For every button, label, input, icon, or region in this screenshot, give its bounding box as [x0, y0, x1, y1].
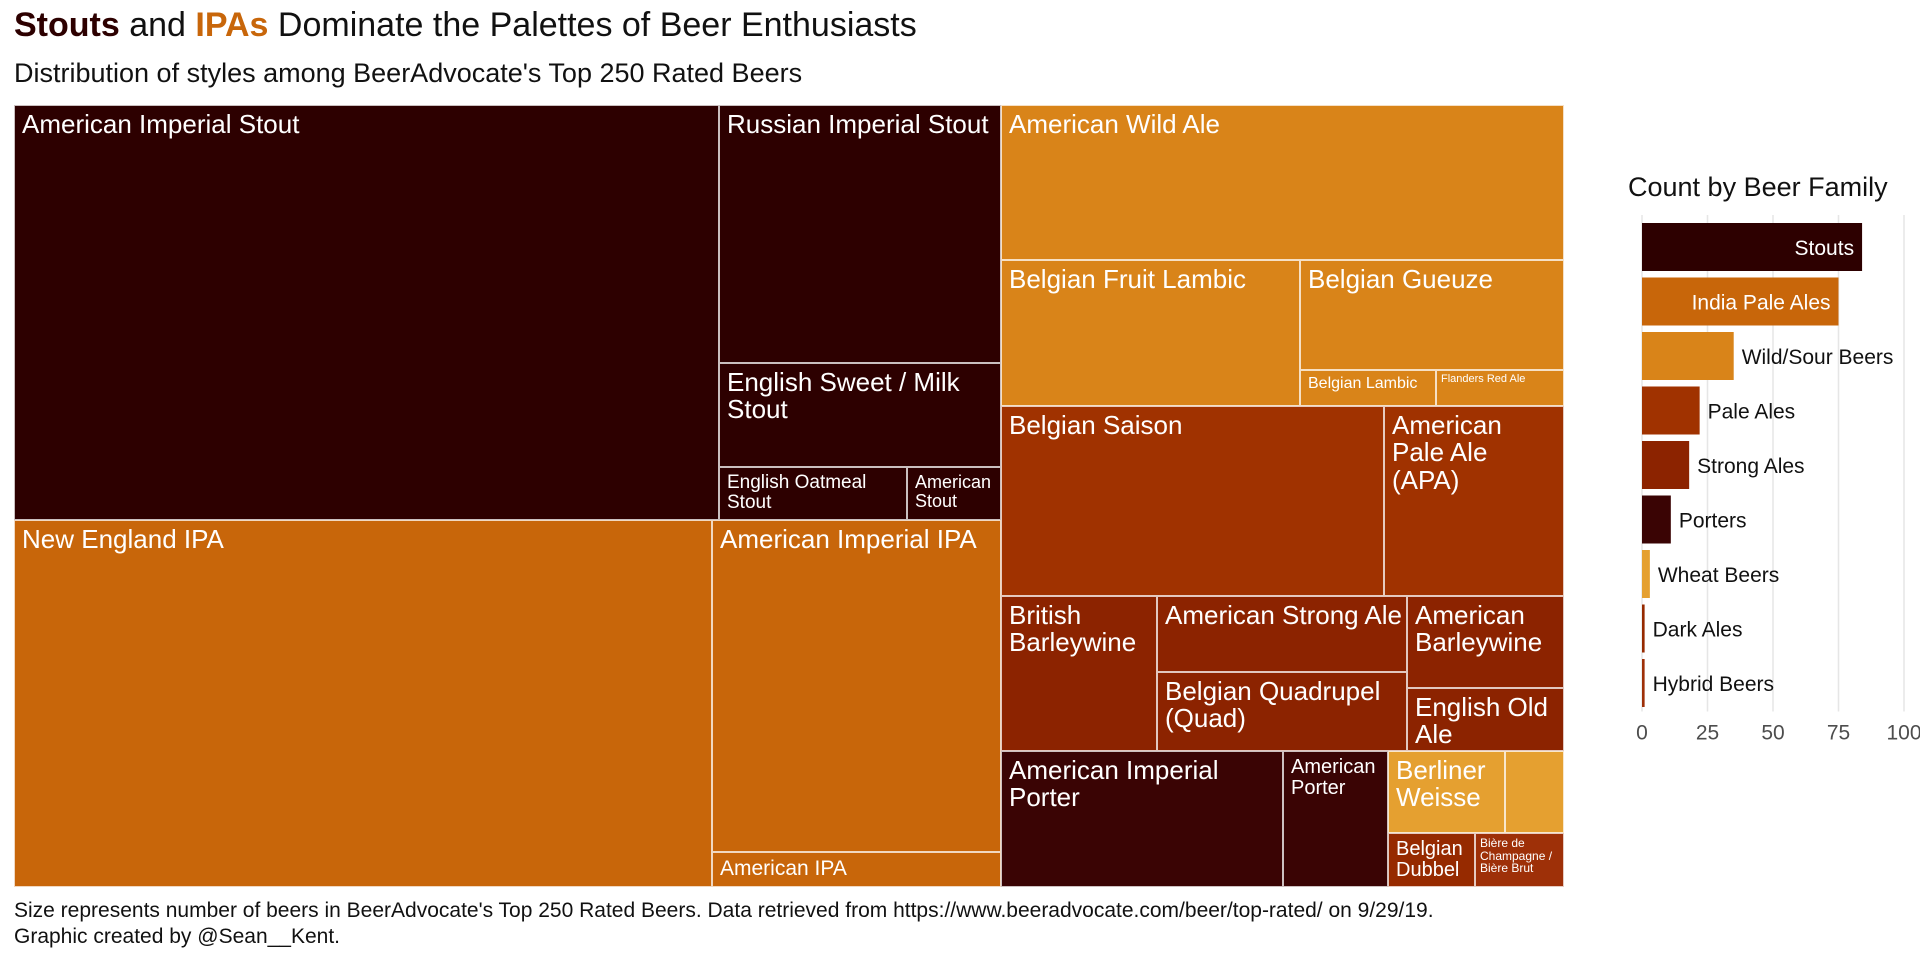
treemap-label: English Oatmeal Stout: [727, 472, 867, 513]
treemap-label: English Sweet / Milk Stout: [727, 367, 960, 425]
treemap-label: American IPA: [720, 857, 847, 880]
chart-title: Stouts and IPAs Dominate the Palettes of…: [14, 6, 917, 45]
treemap-label: Belgian Gueuze: [1308, 264, 1494, 294]
treemap-label: American Strong Ale: [1165, 600, 1403, 630]
bar-label: Stouts: [1795, 237, 1855, 260]
treemap-label: New England IPA: [22, 524, 224, 554]
treemap-label: Belgian Saison: [1009, 410, 1183, 440]
treemap-tile-american-pale-ale-apa: American Pale Ale (APA): [1384, 406, 1564, 596]
title-rest: Dominate the Palettes of Beer Enthusiast…: [268, 6, 917, 44]
treemap-label: American Wild Ale: [1009, 109, 1220, 139]
x-tick-label: 100: [1886, 722, 1920, 745]
treemap-label: Belgian Fruit Lambic: [1009, 264, 1246, 294]
bar-wheat-beers: [1642, 550, 1650, 598]
bar-label: India Pale Ales: [1692, 292, 1831, 315]
treemap: American Imperial Stout Russian Imperial …: [14, 105, 1564, 887]
treemap-tile-american-imperial-stout: American Imperial Stout: [14, 105, 719, 520]
title-stouts: Stouts: [14, 6, 120, 44]
bar-dark-ales: [1642, 604, 1645, 653]
title-ipas: IPAs: [195, 6, 269, 44]
treemap-label: Bière de Champagne / Bière Brut: [1480, 836, 1553, 876]
treemap-tile-belgian-lambic: Belgian Lambic: [1300, 370, 1436, 406]
treemap-tile-american-imperial-porter: American Imperial Porter: [1001, 751, 1283, 887]
bar-india-pale-ales: [1642, 277, 1839, 326]
treemap-tile-american-strong-ale: American Strong Ale: [1157, 596, 1407, 672]
treemap-tile-belgian-dubbel: Belgian Dubbel: [1388, 833, 1475, 887]
treemap-tile-russian-imperial-stout: Russian Imperial Stout: [719, 105, 1001, 363]
bar-stouts: [1642, 223, 1863, 271]
x-tick-label: 50: [1761, 722, 1784, 745]
treemap-label: American Imperial IPA: [720, 524, 977, 554]
treemap-tile-american-stout: American Stout: [907, 467, 1001, 520]
bar-label: Porters: [1679, 510, 1747, 533]
treemap-tile-american-imperial-ipa: American Imperial IPA: [712, 520, 1001, 852]
treemap-tile-belgian-fruit-lambic: Belgian Fruit Lambic: [1001, 260, 1300, 406]
bar-strong-ales: [1642, 441, 1690, 489]
caption-line-1: Size represents number of beers in BeerA…: [14, 899, 1434, 922]
treemap-tile-english-old-ale: English Old Ale: [1407, 688, 1564, 751]
treemap-label: Flanders Red Ale: [1441, 373, 1526, 385]
bar-label: Pale Ales: [1708, 401, 1796, 424]
treemap-label: English Old Ale: [1415, 692, 1548, 750]
caption: Size represents number of beers in BeerA…: [14, 898, 1434, 949]
caption-line-2: Graphic created by @Sean__Kent.: [14, 924, 341, 948]
chart-subtitle: Distribution of styles among BeerAdvocat…: [14, 58, 803, 88]
title-and: and: [119, 6, 196, 44]
bar-label: Strong Ales: [1697, 455, 1804, 478]
bar-wild-sour-beers: [1642, 332, 1734, 380]
bar-porters: [1642, 495, 1671, 544]
treemap-label: Berliner Weisse: [1396, 755, 1486, 813]
bar-label: Hybrid Beers: [1653, 673, 1774, 696]
treemap-label: Belgian Dubbel: [1396, 838, 1463, 881]
bar-hybrid-beers: [1642, 659, 1645, 707]
treemap-tile-american-barleywine: American Barleywine: [1407, 596, 1564, 688]
x-tick-label: 75: [1827, 722, 1850, 745]
treemap-label: Russian Imperial Stout: [727, 109, 989, 139]
bar-label: Wild/Sour Beers: [1742, 346, 1894, 369]
treemap-label: American Imperial Stout: [22, 109, 300, 139]
treemap-tile-flanders-red-ale: Flanders Red Ale: [1436, 370, 1564, 406]
treemap-label: British Barleywine: [1009, 600, 1137, 658]
treemap-tile-american-ipa: American IPA: [712, 852, 1001, 887]
treemap-tile-bi-re-de-champagne-bi-re-brut: Bière de Champagne / Bière Brut: [1475, 833, 1564, 887]
treemap-tile-wheat-beers-other: [1505, 751, 1564, 833]
bar-label: Dark Ales: [1653, 619, 1743, 642]
treemap-tile-british-barleywine: British Barleywine: [1001, 596, 1157, 751]
treemap-tile-belgian-saison: Belgian Saison: [1001, 406, 1384, 596]
treemap-tile-berliner-weisse: Berliner Weisse: [1388, 751, 1505, 833]
treemap-label: Belgian Quadrupel (Quad): [1165, 676, 1381, 734]
x-tick-label: 0: [1636, 722, 1648, 745]
treemap-label: American Barleywine: [1415, 600, 1543, 658]
treemap-tile-belgian-gueuze: Belgian Gueuze: [1300, 260, 1564, 370]
treemap-tile-english-sweet-milk-stout: English Sweet / Milk Stout: [719, 363, 1001, 467]
x-tick-label: 25: [1696, 722, 1719, 745]
treemap-tile-american-porter: American Porter: [1283, 751, 1388, 887]
treemap-tile-belgian-quadrupel-quad: Belgian Quadrupel (Quad): [1157, 672, 1407, 751]
treemap-label: American Porter: [1291, 756, 1376, 799]
treemap-label: American Stout: [915, 472, 992, 511]
family-bar-chart: Stouts India Pale Ales Wild/Sour Beers Pale…: [1636, 215, 1920, 745]
treemap-tile-new-england-ipa: New England IPA: [14, 520, 712, 887]
bar-label: Wheat Beers: [1658, 564, 1779, 587]
bar-pale-ales: [1642, 386, 1700, 435]
bar-chart-title: Count by Beer Family: [1628, 172, 1888, 202]
treemap-label: Belgian Lambic: [1308, 375, 1418, 392]
treemap-label: American Pale Ale (APA): [1392, 410, 1502, 495]
treemap-tile-american-wild-ale: American Wild Ale: [1001, 105, 1564, 260]
treemap-tile-english-oatmeal-stout: English Oatmeal Stout: [719, 467, 907, 520]
treemap-label: American Imperial Porter: [1009, 755, 1219, 813]
